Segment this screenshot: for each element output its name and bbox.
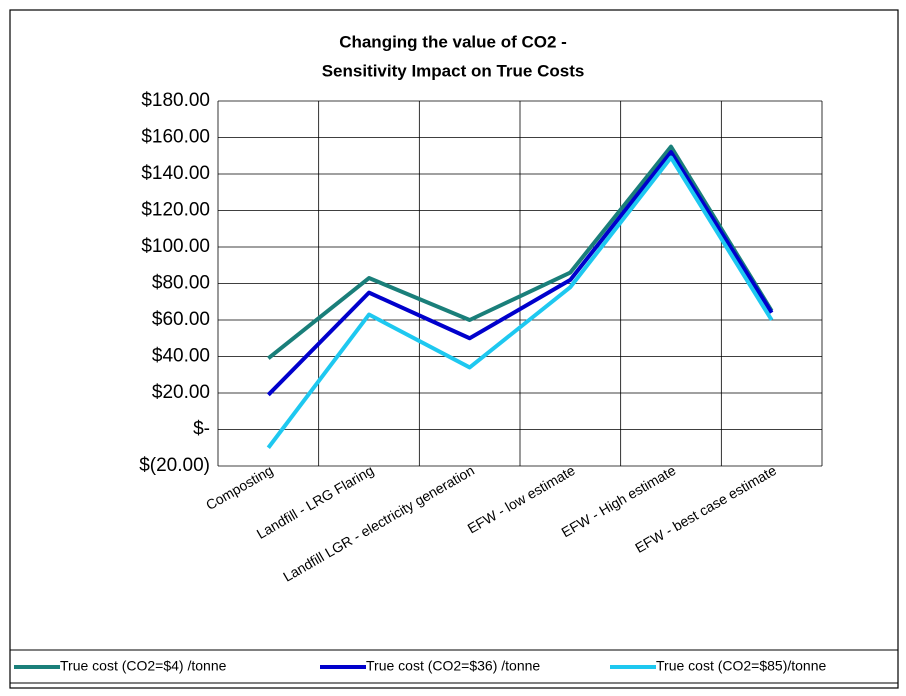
y-tick-label: $20.00 <box>152 382 210 403</box>
y-tick-label: $80.00 <box>152 273 210 294</box>
legend-label: True cost (CO2=$85)/tonne <box>656 658 827 674</box>
y-tick-label: $60.00 <box>152 309 210 330</box>
y-tick-label: $40.00 <box>152 346 210 367</box>
y-tick-label: $100.00 <box>141 236 210 257</box>
y-tick-label: $(20.00) <box>139 455 210 476</box>
series-line <box>267 144 774 360</box>
legend-label: True cost (CO2=$4) /tonne <box>60 658 227 674</box>
chart-title: Changing the value of CO2 - <box>339 32 567 51</box>
y-tick-label: $120.00 <box>141 200 210 221</box>
y-tick-label: $160.00 <box>141 127 210 148</box>
chart-title: Sensitivity Impact on True Costs <box>322 61 585 80</box>
y-tick-label: $180.00 <box>141 90 210 111</box>
legend-box <box>9 649 899 684</box>
y-tick-label: $140.00 <box>141 163 210 184</box>
series-line <box>266 150 774 397</box>
series-line <box>266 155 774 449</box>
legend-label: True cost (CO2=$36) /tonne <box>366 658 540 674</box>
y-tick-label: $- <box>193 419 210 440</box>
chart-border <box>9 9 899 689</box>
